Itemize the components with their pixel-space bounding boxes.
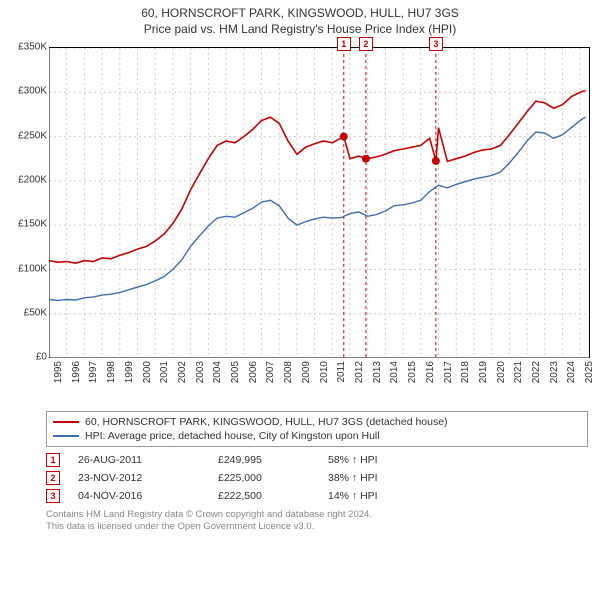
x-tick-label: 1995 — [53, 361, 64, 383]
event-date: 26-AUG-2011 — [78, 454, 218, 466]
x-tick-label: 1996 — [71, 361, 82, 383]
x-tick-label: 2006 — [248, 361, 259, 383]
y-tick-label: £50K — [7, 307, 47, 318]
x-tick-label: 2018 — [460, 361, 471, 383]
x-tick-label: 2000 — [142, 361, 153, 383]
event-row: 2 23-NOV-2012 £225,000 38% ↑ HPI — [46, 469, 588, 487]
legend-swatch — [53, 421, 79, 423]
event-row: 3 04-NOV-2016 £222,500 14% ↑ HPI — [46, 487, 588, 505]
x-tick-label: 2019 — [478, 361, 489, 383]
x-tick-label: 1998 — [106, 361, 117, 383]
event-delta: 58% ↑ HPI — [328, 454, 378, 466]
y-tick-label: £100K — [7, 263, 47, 274]
y-tick-label: £200K — [7, 175, 47, 186]
x-tick-label: 2025 — [584, 361, 595, 383]
x-tick-label: 2009 — [301, 361, 312, 383]
title-line-1: 60, HORNSCROFT PARK, KINGSWOOD, HULL, HU… — [0, 6, 600, 22]
x-tick-label: 2008 — [283, 361, 294, 383]
x-tick-label: 2004 — [212, 361, 223, 383]
x-tick-label: 2011 — [336, 361, 347, 383]
chart-title-area: 60, HORNSCROFT PARK, KINGSWOOD, HULL, HU… — [0, 0, 600, 37]
x-tick-label: 1999 — [124, 361, 135, 383]
event-date: 04-NOV-2016 — [78, 490, 218, 502]
legend-item: 60, HORNSCROFT PARK, KINGSWOOD, HULL, HU… — [53, 415, 581, 429]
x-tick-label: 2005 — [230, 361, 241, 383]
x-tick-label: 2014 — [389, 361, 400, 383]
x-tick-label: 2012 — [354, 361, 365, 383]
event-marker-box: 3 — [429, 37, 443, 51]
title-line-2: Price paid vs. HM Land Registry's House … — [0, 22, 600, 38]
legend-swatch — [53, 435, 79, 437]
footer-attribution: Contains HM Land Registry data © Crown c… — [46, 509, 588, 533]
event-date: 23-NOV-2012 — [78, 472, 218, 484]
event-marker-box: 2 — [359, 37, 373, 51]
event-number-box: 3 — [46, 489, 60, 503]
x-tick-label: 2022 — [531, 361, 542, 383]
footer-line: This data is licensed under the Open Gov… — [46, 521, 588, 533]
y-tick-label: £250K — [7, 130, 47, 141]
legend-text: 60, HORNSCROFT PARK, KINGSWOOD, HULL, HU… — [85, 416, 448, 428]
legend-item: HPI: Average price, detached house, City… — [53, 429, 581, 443]
x-tick-label: 2003 — [195, 361, 206, 383]
x-tick-label: 1997 — [88, 361, 99, 383]
y-tick-label: £300K — [7, 86, 47, 97]
event-marker-box: 1 — [337, 37, 351, 51]
event-number-box: 2 — [46, 471, 60, 485]
chart-area: £0 £50K £100K £150K £200K £250K £300K £350K 199… — [5, 37, 595, 407]
x-tick-label: 2021 — [513, 361, 524, 383]
x-tick-label: 2016 — [425, 361, 436, 383]
events-table: 1 26-AUG-2011 £249,995 58% ↑ HPI 2 23-NO… — [46, 451, 588, 505]
event-price: £222,500 — [218, 490, 328, 502]
x-tick-label: 2007 — [265, 361, 276, 383]
legend-text: HPI: Average price, detached house, City… — [85, 430, 380, 442]
x-tick-label: 2017 — [443, 361, 454, 383]
event-delta: 14% ↑ HPI — [328, 490, 378, 502]
y-tick-label: £0 — [7, 352, 47, 363]
y-tick-label: £350K — [7, 42, 47, 53]
event-price: £249,995 — [218, 454, 328, 466]
x-tick-label: 2015 — [407, 361, 418, 383]
x-tick-label: 2024 — [566, 361, 577, 383]
x-tick-label: 2010 — [319, 361, 330, 383]
x-tick-label: 2023 — [549, 361, 560, 383]
event-price: £225,000 — [218, 472, 328, 484]
y-tick-label: £150K — [7, 219, 47, 230]
event-row: 1 26-AUG-2011 £249,995 58% ↑ HPI — [46, 451, 588, 469]
x-tick-label: 2013 — [372, 361, 383, 383]
event-number-box: 1 — [46, 453, 60, 467]
chart-legend: 60, HORNSCROFT PARK, KINGSWOOD, HULL, HU… — [46, 411, 588, 447]
event-delta: 38% ↑ HPI — [328, 472, 378, 484]
footer-line: Contains HM Land Registry data © Crown c… — [46, 509, 588, 521]
x-tick-label: 2020 — [496, 361, 507, 383]
x-tick-label: 2002 — [177, 361, 188, 383]
chart-plot — [49, 47, 590, 358]
x-tick-label: 2001 — [159, 361, 170, 383]
